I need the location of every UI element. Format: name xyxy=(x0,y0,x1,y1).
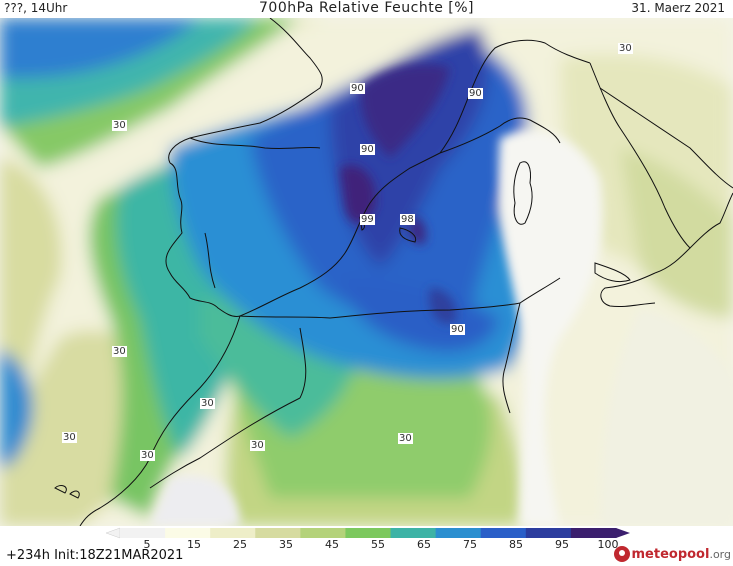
contour-label: 90 xyxy=(350,83,365,94)
weather-map: 30 90 90 30 30 30 30 30 30 30 90 90 99 9… xyxy=(0,18,733,526)
colorbar-tick: 35 xyxy=(279,538,293,551)
colorbar-tick: 100 xyxy=(597,538,619,551)
forecast-date: 31. Maerz 2021 xyxy=(631,1,725,15)
meteopool-logo[interactable]: meteopool .org xyxy=(613,544,731,564)
colorbar-tick: 95 xyxy=(555,538,569,551)
logo-brand: meteopool xyxy=(631,546,710,562)
colorbar-tick: 75 xyxy=(463,538,477,551)
colorbar-labels: 5 15 25 35 45 55 65 75 85 95 100 xyxy=(0,538,733,552)
footer: 5 15 25 35 45 55 65 75 85 95 100 +234h I… xyxy=(0,526,733,566)
colorbar-segment xyxy=(435,528,482,538)
colorbar-tick: 15 xyxy=(187,538,201,551)
contour-label: 30 xyxy=(200,398,215,409)
colorbar-segment xyxy=(525,528,572,538)
contour-label: 30 xyxy=(250,440,265,451)
colorbar-segment xyxy=(390,528,437,538)
colorbar-segment xyxy=(165,528,211,538)
colorbar-tick: 5 xyxy=(143,538,151,551)
map-title: 700hPa Relative Feuchte [%] xyxy=(259,0,474,16)
islands xyxy=(54,161,631,499)
colorbar-tick: 25 xyxy=(233,538,247,551)
contour-label: 30 xyxy=(112,346,127,357)
forecast-time-label: ???, 14Uhr xyxy=(4,1,68,15)
logo-domain: .org xyxy=(709,547,731,561)
colorbar-tick: 55 xyxy=(371,538,385,551)
colorbar-segment xyxy=(210,528,256,538)
contour-label: 30 xyxy=(112,120,127,131)
colorbar-tick: 65 xyxy=(417,538,431,551)
colorbar-segment xyxy=(120,528,166,538)
humidity-field xyxy=(0,18,733,526)
colorbar-segment xyxy=(570,528,617,538)
contour-label: 30 xyxy=(618,43,633,54)
colorbar-segment xyxy=(480,528,527,538)
meteopool-logo-icon xyxy=(613,546,630,562)
colorbar-segment xyxy=(300,528,346,538)
coastlines xyxy=(79,18,733,526)
contour-label: 99 xyxy=(360,214,375,225)
colorbar-tick: 45 xyxy=(325,538,339,551)
contour-label: 30 xyxy=(62,432,77,443)
contour-label: 90 xyxy=(468,88,483,99)
contour-label: 98 xyxy=(400,214,415,225)
contour-label: 30 xyxy=(140,450,155,461)
colorbar-segment xyxy=(345,528,392,538)
colorbar-tick: 85 xyxy=(509,538,523,551)
colorbar-segment xyxy=(255,528,301,538)
header: ???, 14Uhr 700hPa Relative Feuchte [%] 3… xyxy=(0,0,733,18)
contour-label: 90 xyxy=(360,144,375,155)
contour-label: 30 xyxy=(398,433,413,444)
contour-label: 90 xyxy=(450,324,465,335)
colorbar xyxy=(105,527,630,539)
init-time: +234h Init:18Z21MAR2021 xyxy=(6,548,184,563)
